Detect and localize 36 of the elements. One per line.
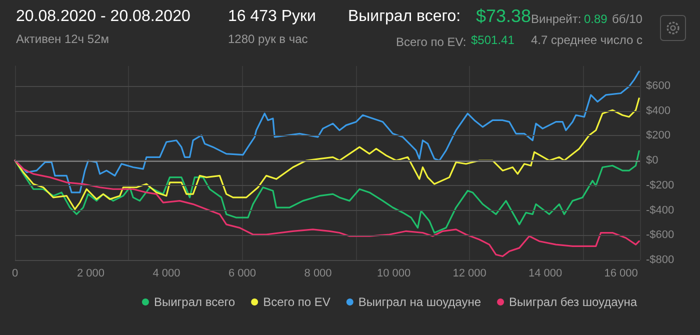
line-series xyxy=(14,160,640,258)
y-tick-label: $600 xyxy=(646,80,670,92)
text: 1280 рук в час xyxy=(228,32,308,46)
text: Винрейт: xyxy=(531,12,582,26)
x-tick-label: 0 xyxy=(12,268,18,280)
legend-label: Всего по EV xyxy=(263,295,330,309)
y-tick-label: $0 xyxy=(646,154,658,167)
x-tick-label: 16 000 xyxy=(604,268,638,280)
text: Всего по EV: xyxy=(396,35,466,49)
text: 16 473 Руки xyxy=(228,8,316,26)
text: 0.89 xyxy=(584,12,608,26)
y-tick-label: -$800 xyxy=(646,254,674,266)
legend-label: Выиграл всего xyxy=(154,295,236,309)
text: $73.38 xyxy=(476,6,532,27)
chart-subtitle: Активен 12ч 52м xyxy=(16,32,109,46)
y-tick-label: -$200 xyxy=(646,179,674,192)
legend-label: Выиграл на шоудауне xyxy=(358,295,482,309)
line-series xyxy=(14,98,640,210)
line-series xyxy=(14,150,640,234)
y-tick-label: -$400 xyxy=(646,204,674,216)
text: Выиграл всего: xyxy=(348,8,461,26)
x-tick-label: 14 000 xyxy=(528,268,562,280)
legend-label: Выиграл без шоудауна xyxy=(509,295,638,309)
y-tick-label: $200 xyxy=(646,130,670,142)
x-tick-label: 4 000 xyxy=(152,268,180,280)
text: $501.41 xyxy=(471,33,514,47)
text: бб/10 xyxy=(612,12,642,26)
x-tick-label: 6 000 xyxy=(228,268,256,280)
text: 4.7 среднее число с xyxy=(531,33,643,47)
x-tick-label: 12 000 xyxy=(452,268,486,280)
y-tick-label: $400 xyxy=(646,104,670,117)
chart-title: 20.08.2020 - 20.08.2020 xyxy=(16,8,190,26)
y-tick-label: -$600 xyxy=(646,229,674,242)
x-tick-label: 8 000 xyxy=(304,268,332,280)
x-tick-label: 2 000 xyxy=(76,268,105,280)
x-tick-label: 10 000 xyxy=(376,268,411,280)
